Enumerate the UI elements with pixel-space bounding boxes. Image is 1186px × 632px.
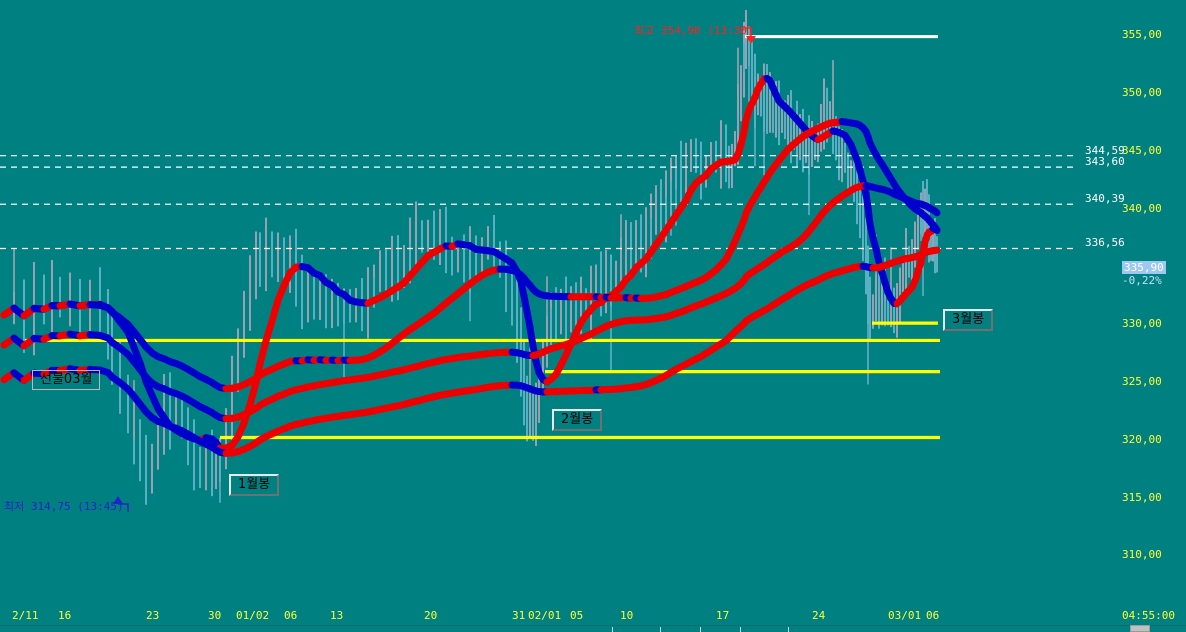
x-axis-tick: 31	[512, 609, 526, 622]
x-axis-tick: 13	[330, 609, 344, 622]
x-axis-tick: 16	[58, 609, 72, 622]
y-axis-tick: 345,00	[1122, 143, 1162, 157]
horizontal-scrollbar-stub[interactable]	[0, 625, 1186, 632]
x-axis-tick: 30	[208, 609, 222, 622]
time-label: 04:55:00	[1122, 609, 1175, 622]
y-axis-tick: 340,00	[1122, 201, 1162, 215]
x-axis-tick: 06	[926, 609, 940, 622]
price-level-label: 343,60	[1085, 155, 1125, 169]
period-label-4[interactable]: 3월봉	[943, 309, 994, 331]
y-axis-tick: 310,00	[1122, 548, 1162, 562]
price-level-lines	[0, 155, 1078, 250]
y-axis-tick: 315,00	[1122, 490, 1162, 504]
scroll-tick	[788, 627, 789, 632]
price-level-label: 340,39	[1085, 192, 1125, 206]
scroll-thumb[interactable]	[1130, 625, 1150, 632]
period-label-3[interactable]: 2월봉	[552, 409, 603, 431]
current-change-percent: -0,22%	[1122, 274, 1162, 288]
y-axis-tick: 325,00	[1122, 375, 1162, 389]
scroll-tick	[660, 627, 661, 632]
x-axis-tick: 17	[716, 609, 730, 622]
ma-long-line-3	[0, 246, 941, 457]
ma-long-line-1	[0, 118, 941, 393]
x-axis-tick: 06	[284, 609, 298, 622]
x-axis-tick: 24	[812, 609, 826, 622]
period-label-1[interactable]: 선물03월	[32, 370, 101, 390]
x-axis-tick: 02/01	[528, 609, 562, 622]
ma-long-line-2	[0, 182, 941, 423]
x-axis-tick: 05	[570, 609, 584, 622]
y-axis-tick: 355,00	[1122, 28, 1162, 42]
x-axis-tick: 2/11	[12, 609, 39, 622]
low-annotation: 최저 314,75 (13:45)	[4, 500, 124, 513]
annotation-leaders	[113, 27, 756, 512]
price-bars	[13, 9, 938, 505]
y-axis-tick: 330,00	[1122, 317, 1162, 331]
price-level-label: 344,59	[1085, 143, 1125, 157]
price-level-label: 336,56	[1085, 236, 1125, 250]
period-label-2[interactable]: 1월봉	[229, 474, 280, 496]
x-axis-tick: 20	[424, 609, 438, 622]
scroll-tick	[740, 627, 741, 632]
scroll-tick	[612, 627, 613, 632]
x-axis-tick: 10	[620, 609, 634, 622]
current-price-badge: 335,90	[1122, 261, 1166, 275]
y-axis-tick: 320,00	[1122, 432, 1162, 446]
x-axis-tick: 03/01	[888, 609, 922, 622]
scroll-tick	[700, 627, 701, 632]
x-axis-tick: 01/02	[236, 609, 270, 622]
y-axis-tick: 350,00	[1122, 86, 1162, 100]
x-axis-tick: 23	[146, 609, 160, 622]
support-lines	[25, 321, 940, 440]
high-annotation: 최고 354,90 (13:30)	[634, 24, 754, 37]
